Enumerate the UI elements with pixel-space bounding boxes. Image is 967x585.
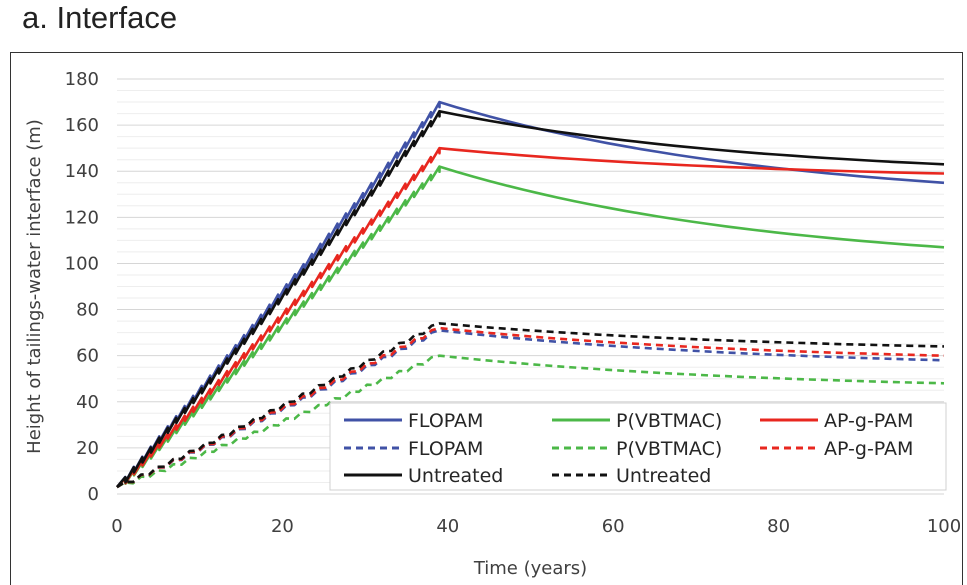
series-line-solid-p-vbtmac- <box>116 165 945 489</box>
y-tick-label: 140 <box>65 161 99 182</box>
series-line-solid-ap-g-pam <box>116 146 945 488</box>
gridlines <box>117 78 944 495</box>
legend-label: P(VBTMAC) <box>616 410 722 432</box>
y-tick-label: 20 <box>76 438 99 459</box>
x-tick-label: 60 <box>602 516 625 537</box>
legend-label: FLOPAM <box>408 438 483 460</box>
series-line-solid-untreated <box>116 110 945 488</box>
tick-labels: 0 20 40 60 80 100 120 140 160 180 0 20 40 60 80 100 <box>65 69 962 537</box>
x-tick-label: 100 <box>927 516 961 537</box>
panel-title: a. Interface <box>22 0 178 35</box>
series-line-dashed-p-vbtmac- <box>116 354 945 489</box>
series-layer <box>115 100 945 489</box>
y-axis-label: Height of tailings-water interface (m) <box>24 119 45 454</box>
y-tick-label: 160 <box>65 115 99 136</box>
y-tick-label: 40 <box>76 392 99 413</box>
x-axis-label: Time (years) <box>473 558 587 579</box>
series-line-dashed-untreated <box>116 322 945 489</box>
legend-label: AP-g-PAM <box>824 410 913 432</box>
y-tick-label: 60 <box>76 346 99 367</box>
legend: FLOPAM P(VBTMAC) AP-g-PAM FLOPAM P(VBTMAC) AP… <box>329 402 947 491</box>
y-tick-label: 120 <box>65 207 99 228</box>
y-tick-label: 100 <box>65 253 99 274</box>
legend-label: AP-g-PAM <box>824 438 913 460</box>
legend-box <box>329 402 947 491</box>
legend-label: FLOPAM <box>408 410 483 432</box>
legend-label: P(VBTMAC) <box>616 438 722 460</box>
x-tick-label: 20 <box>271 516 294 537</box>
legend-label: Untreated <box>616 465 711 487</box>
y-tick-label: 180 <box>65 69 99 90</box>
x-tick-label: 0 <box>111 516 122 537</box>
y-tick-label: 80 <box>76 300 99 321</box>
y-tick-label: 0 <box>88 484 99 505</box>
chart-frame <box>10 52 963 585</box>
x-tick-label: 40 <box>436 516 459 537</box>
legend-label: Untreated <box>408 465 503 487</box>
x-tick-label: 80 <box>767 516 790 537</box>
